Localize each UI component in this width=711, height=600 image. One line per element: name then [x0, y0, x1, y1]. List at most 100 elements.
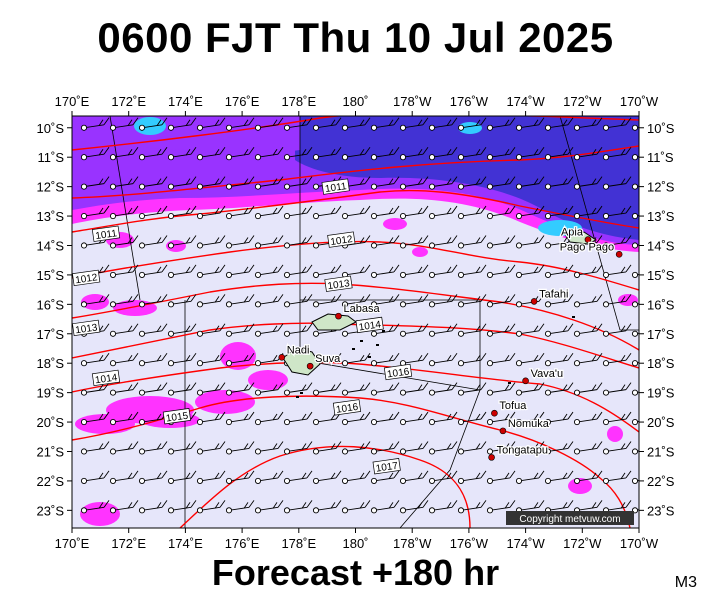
wind-barb [370, 176, 400, 190]
small-island [360, 340, 363, 342]
wind-barb [225, 382, 255, 396]
wind-barbs [80, 117, 639, 514]
wind-barb [602, 294, 632, 308]
isobar-label-box [324, 275, 353, 292]
wind-barb [283, 176, 313, 190]
wind-barb [312, 117, 342, 131]
wind-barb [167, 146, 197, 161]
isobar-label-box [372, 458, 401, 475]
wind-barb [196, 117, 226, 131]
lat-label-left: 20˚S [37, 415, 65, 430]
lon-label-top: 176˚E [225, 94, 260, 109]
wind-barb [515, 205, 545, 220]
lat-label-right: 15˚S [647, 268, 675, 283]
lat-label-left: 11˚S [38, 150, 65, 165]
wind-barb [544, 117, 574, 131]
lat-label-right: 17˚S [647, 327, 675, 342]
small-island [508, 382, 511, 384]
wind-barb [457, 382, 487, 396]
wind-barb [370, 382, 400, 396]
wind-barb [486, 500, 516, 514]
wind-barb [457, 117, 487, 131]
place-label: Tongatapu [497, 444, 548, 456]
wind-barb [312, 264, 342, 278]
wind-barb [341, 294, 371, 308]
wind-barb [428, 235, 458, 249]
wind-barb [167, 235, 197, 249]
isobar-label: 1014 [358, 319, 382, 333]
wind-barb [283, 500, 313, 514]
wind-barb [283, 264, 313, 278]
wind-barb [544, 470, 574, 484]
lon-label-bottom: 180˚ [342, 536, 368, 551]
wind-barb [254, 382, 284, 396]
isobar-label-box [355, 316, 384, 334]
lat-label-right: 19˚S [647, 386, 675, 401]
isobar-label: 1012 [75, 272, 99, 286]
place-marker [488, 454, 495, 461]
wind-barb [225, 205, 255, 220]
wind-barb [167, 470, 197, 484]
copyright-text: Copyright metvuw.com [519, 514, 620, 525]
place-marker [522, 377, 529, 385]
wind-barb [196, 411, 226, 426]
wind-barb [283, 146, 313, 161]
place-label: Tafahi [539, 288, 568, 300]
wind-barb [225, 294, 255, 308]
place-marker [499, 427, 507, 435]
wind-barb [428, 441, 458, 455]
wind-barb [312, 470, 342, 484]
wind-barb [370, 411, 400, 426]
wind-barb [196, 323, 226, 337]
wind-barb [631, 301, 639, 308]
wind-barb [515, 235, 545, 249]
wind-barb [602, 441, 632, 455]
wind-barb [573, 294, 603, 308]
wind-barb [631, 360, 639, 367]
precip-patch [113, 300, 157, 316]
lon-label-top: 170˚W [620, 94, 659, 109]
wind-barb [399, 470, 429, 484]
wind-barb [254, 500, 284, 514]
precip-patch [75, 414, 135, 434]
wind-barb [109, 117, 139, 131]
wind-barb [573, 352, 603, 367]
wind-barb [573, 205, 603, 220]
wind-barb [341, 205, 371, 220]
wind-barb [312, 205, 342, 220]
lat-label-left: 17˚S [37, 327, 65, 342]
wind-barb [109, 411, 139, 426]
wind-barb [80, 411, 110, 426]
wind-barb [573, 382, 603, 396]
wind-barb [457, 500, 487, 514]
wind-barb [196, 500, 226, 514]
map-layers: 1011 1011 1012 1012 1013 1013 1014 1014 1015 1016… [72, 116, 639, 528]
wind-barb [254, 235, 284, 249]
wind-barb [399, 146, 429, 161]
wind-barb [457, 205, 487, 220]
wind-barb [544, 294, 574, 308]
wind-barb [428, 205, 458, 220]
wind-barb [631, 124, 639, 131]
small-island [300, 392, 303, 394]
place-label: Tofua [499, 400, 527, 412]
wind-barb [602, 352, 632, 367]
wind-barb [138, 323, 168, 337]
wind-barb [138, 382, 168, 396]
wind-barb [544, 264, 574, 278]
place-marker [530, 298, 538, 305]
wind-barb [515, 441, 545, 455]
wind-barb [428, 470, 458, 484]
wind-barb [341, 264, 371, 278]
wind-barb [544, 205, 574, 220]
wind-barb [631, 419, 639, 426]
wind-barb [109, 264, 139, 278]
lat-label-left: 13˚S [37, 209, 65, 224]
wind-barb [428, 117, 458, 131]
wind-barb [428, 176, 458, 190]
wind-barb [428, 323, 458, 337]
wind-barb [486, 146, 516, 161]
wind-barb [80, 146, 110, 161]
lon-label-top: 172˚E [111, 94, 146, 109]
wind-barb [312, 441, 342, 455]
